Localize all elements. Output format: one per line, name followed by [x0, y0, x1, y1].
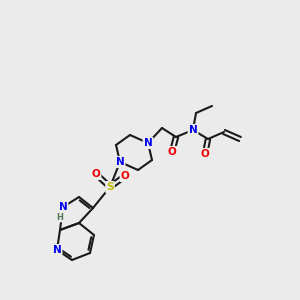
Text: O: O: [121, 171, 129, 181]
Text: O: O: [92, 169, 100, 179]
Text: N: N: [189, 125, 197, 135]
Text: H: H: [57, 212, 63, 221]
Text: N: N: [58, 202, 68, 212]
Text: N: N: [116, 157, 124, 167]
Text: N: N: [144, 138, 152, 148]
Text: S: S: [106, 182, 114, 192]
Text: O: O: [201, 149, 209, 159]
Text: N: N: [52, 245, 62, 255]
Text: O: O: [168, 147, 176, 157]
